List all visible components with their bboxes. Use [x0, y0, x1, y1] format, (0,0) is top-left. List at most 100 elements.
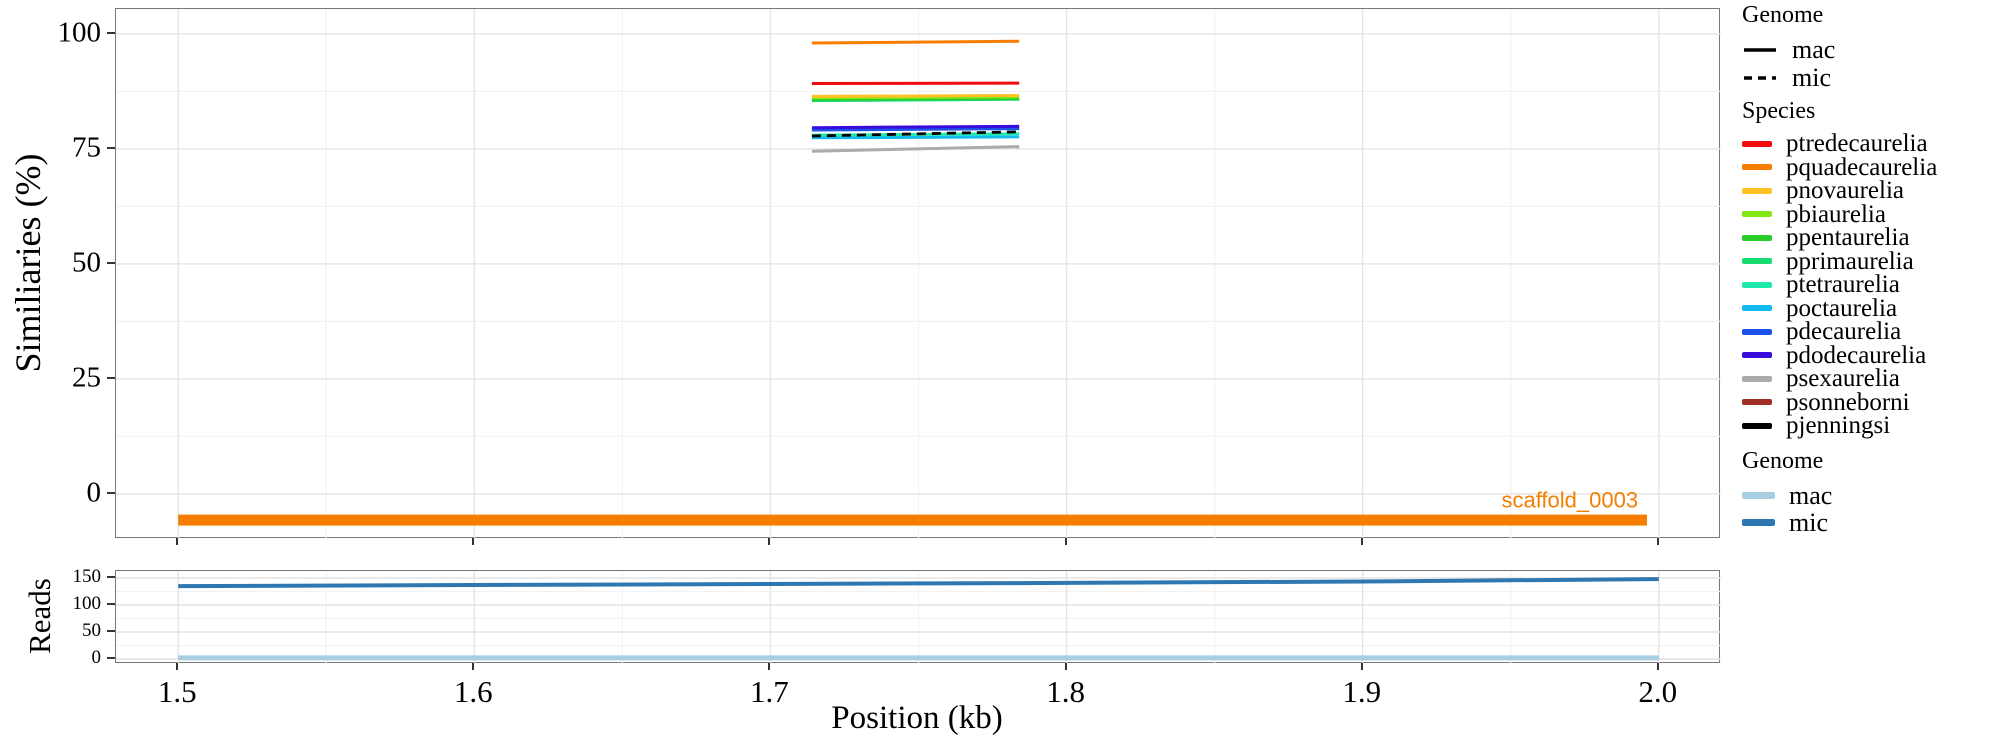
x-tick-label: 2.0 — [1638, 674, 1678, 709]
color-swatch-icon — [1742, 375, 1772, 382]
similarity-chart-canvas: scaffold_0003 — [116, 9, 1721, 539]
legend-item-ptetraurelia: ptetraurelia — [1742, 271, 2000, 299]
legend-item-label: psonneborni — [1786, 388, 1910, 416]
x-tick-label: 1.7 — [750, 674, 789, 709]
legend-item-label: mic — [1792, 63, 1831, 92]
legend-item-label: pquadecaurelia — [1786, 153, 1938, 181]
x-tick-mark — [1064, 538, 1067, 545]
legend-species-items: ptredecaurelia pquadecaurelia pnovaurelia p… — [1742, 130, 2000, 440]
y-tick-label: 150 — [72, 566, 102, 587]
legend-species: Species ptredecaurelia pquadecaurelia pnov… — [1742, 96, 2000, 438]
legend-item-label: mac — [1789, 480, 1833, 510]
similarity-plot-panel: scaffold_0003 — [115, 8, 1721, 539]
legend-item-label: ptetraurelia — [1786, 271, 1900, 299]
legend-item-mac: mac — [1742, 482, 2000, 509]
legend-item-pdecaurelia: pdecaurelia — [1742, 318, 2000, 346]
legend-item-label: ppentaurelia — [1786, 224, 1910, 252]
color-swatch-icon — [1742, 258, 1772, 265]
x-tick-label: 1.5 — [157, 674, 197, 709]
legend-item-mic: mic — [1742, 509, 2000, 536]
y-axis-title-reads: Reads — [22, 578, 57, 654]
x-tick-mark — [472, 538, 475, 545]
x-tick-mark — [1360, 663, 1363, 670]
color-swatch-icon — [1742, 305, 1772, 312]
y-tick-mark — [107, 603, 115, 605]
y-tick-mark — [107, 261, 115, 264]
color-swatch-icon — [1742, 399, 1772, 406]
legend-item-psexaurelia: psexaurelia — [1742, 365, 2000, 393]
legend-item-ptredecaurelia: ptredecaurelia — [1742, 130, 2000, 158]
legend-item-label: psexaurelia — [1786, 365, 1900, 393]
x-tick-mark — [176, 663, 179, 670]
color-swatch-icon — [1742, 519, 1775, 526]
y-tick-label: 25 — [72, 361, 101, 394]
legend-item-label: pjenningsi — [1786, 412, 1891, 440]
legend-title-species: Species — [1742, 98, 1816, 124]
x-tick-label: 1.6 — [453, 674, 493, 709]
svg-text:scaffold_0003: scaffold_0003 — [1501, 488, 1638, 513]
x-tick-mark — [1656, 538, 1659, 545]
legend-item-pdodecaurelia: pdodecaurelia — [1742, 341, 2000, 369]
color-swatch-icon — [1742, 281, 1772, 288]
x-tick-label: 1.9 — [1342, 674, 1382, 709]
color-swatch-icon — [1742, 492, 1775, 499]
x-tick-mark — [768, 663, 771, 670]
y-tick-label: 75 — [72, 131, 101, 164]
legend-item-label: poctaurelia — [1786, 294, 1898, 322]
legend-title-genome: Genome — [1742, 2, 1824, 28]
color-swatch-icon — [1742, 140, 1772, 147]
reads-chart-canvas — [116, 571, 1721, 664]
legend-item-pnovaurelia: pnovaurelia — [1742, 177, 2000, 205]
legend-title-genome-reads: Genome — [1742, 448, 1824, 474]
legend-genome-linetype-items: mac mic — [1742, 36, 2000, 92]
y-tick-mark — [107, 630, 115, 632]
y-tick-label: 0 — [91, 647, 102, 668]
x-tick-mark — [1360, 538, 1363, 545]
y-tick-mark — [107, 146, 115, 149]
legend-genome-reads: Genome mac mic — [1742, 446, 2000, 536]
y-tick-label: 100 — [72, 593, 102, 614]
color-swatch-icon — [1742, 187, 1772, 194]
legend-genome-reads-items: mac mic — [1742, 482, 2000, 536]
legend-item-label: ptredecaurelia — [1786, 130, 1928, 158]
y-tick-label: 50 — [72, 246, 101, 279]
y-tick-mark — [107, 576, 115, 578]
legend-item-label: pbiaurelia — [1786, 200, 1886, 228]
x-axis-title: Position (kb) — [831, 700, 1003, 736]
y-tick-mark — [107, 657, 115, 659]
y-tick-label: 50 — [82, 620, 101, 641]
x-tick-mark — [1656, 663, 1659, 670]
color-swatch-icon — [1742, 328, 1772, 335]
dashed-line-key-icon — [1742, 71, 1778, 85]
legend-genome-linetype: Genome mac mic — [1742, 0, 2000, 92]
legend-item-mac: mac — [1742, 36, 2000, 64]
legend-item-poctaurelia: poctaurelia — [1742, 294, 2000, 322]
y-tick-mark — [107, 31, 115, 34]
color-swatch-icon — [1742, 234, 1772, 241]
x-tick-mark — [1064, 663, 1067, 670]
legend-item-pquadecaurelia: pquadecaurelia — [1742, 153, 2000, 181]
legend-item-ppentaurelia: ppentaurelia — [1742, 224, 2000, 252]
y-tick-mark — [107, 376, 115, 379]
y-tick-label: 0 — [86, 476, 102, 509]
legend-item-mic: mic — [1742, 64, 2000, 92]
legend-item-label: mic — [1789, 507, 1828, 537]
legend-item-label: pnovaurelia — [1786, 177, 1905, 205]
legend-item-label: pdodecaurelia — [1786, 341, 1927, 369]
color-swatch-icon — [1742, 352, 1772, 359]
x-tick-mark — [176, 538, 179, 545]
legend-item-label: pdecaurelia — [1786, 318, 1902, 346]
legend-item-pjenningsi: pjenningsi — [1742, 412, 2000, 440]
color-swatch-icon — [1742, 422, 1772, 429]
x-tick-label: 1.8 — [1046, 674, 1085, 709]
color-swatch-icon — [1742, 211, 1772, 218]
legend-item-label: pprimaurelia — [1786, 247, 1914, 275]
solid-line-key-icon — [1742, 43, 1778, 57]
x-tick-mark — [768, 538, 771, 545]
y-tick-mark — [107, 491, 115, 494]
legend-item-label: mac — [1792, 35, 1836, 64]
legend-item-pprimaurelia: pprimaurelia — [1742, 247, 2000, 275]
legend-item-pbiaurelia: pbiaurelia — [1742, 200, 2000, 228]
legend-item-psonneborni: psonneborni — [1742, 388, 2000, 416]
